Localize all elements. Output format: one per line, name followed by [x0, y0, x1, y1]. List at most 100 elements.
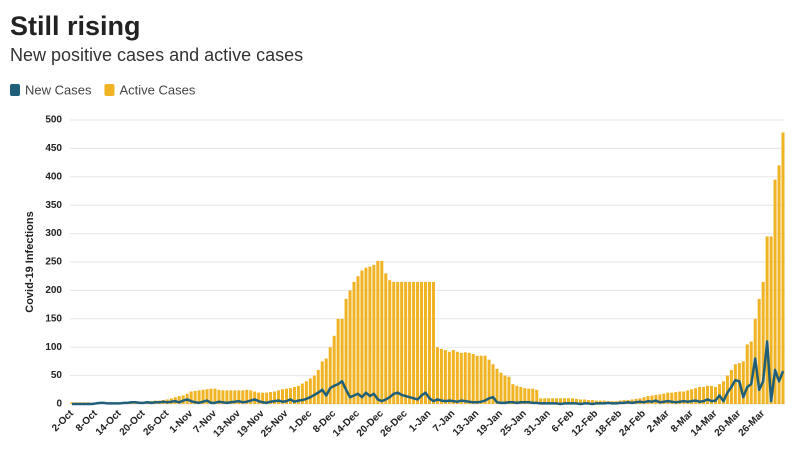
bar [284, 388, 288, 404]
bar [420, 281, 424, 404]
bar [706, 385, 710, 404]
bar [316, 369, 320, 404]
bar [416, 281, 420, 404]
bar [781, 132, 785, 404]
bar [201, 389, 205, 404]
bar [733, 364, 737, 404]
x-tick-label: 31-Jan [522, 408, 552, 438]
bar [694, 388, 698, 404]
bar [439, 348, 443, 404]
bar [527, 388, 531, 404]
bar [340, 318, 344, 404]
bar [567, 398, 571, 404]
x-tick-label: 26-Mar [737, 408, 768, 439]
bar [777, 165, 781, 404]
bar [205, 389, 209, 404]
bar [265, 392, 269, 404]
y-tick-label: 500 [45, 115, 62, 126]
bar [352, 281, 356, 404]
bar [193, 390, 197, 404]
bar [197, 390, 201, 404]
bar [177, 396, 181, 404]
chart-subtitle: New positive cases and active cases [10, 45, 303, 65]
bar [467, 352, 471, 404]
bar [257, 392, 261, 404]
bar [499, 372, 503, 404]
bar [384, 273, 388, 404]
x-tick-label: 2-Oct [50, 408, 76, 434]
bar [281, 389, 285, 404]
chart-title: Still rising [10, 11, 141, 41]
bar [388, 280, 392, 404]
bar [511, 384, 515, 404]
bar [713, 386, 717, 404]
bar [431, 281, 435, 404]
bar [741, 361, 745, 404]
bar [710, 385, 714, 404]
bar [773, 179, 777, 404]
bar [586, 400, 590, 404]
bar [702, 386, 706, 404]
x-tick-label: 1-Nov [168, 408, 196, 436]
bar [380, 260, 384, 404]
bar [245, 389, 249, 404]
y-tick-label: 350 [45, 200, 62, 211]
bar [213, 388, 217, 404]
bar [364, 267, 368, 404]
bar [475, 355, 479, 404]
bar [241, 390, 245, 404]
bar [296, 385, 300, 404]
legend-label: Active Cases [119, 82, 195, 97]
legend-label: New Cases [25, 82, 92, 97]
bar [209, 388, 213, 404]
y-tick-label: 400 [45, 171, 62, 182]
x-tick-label: 26-Dec [379, 408, 410, 439]
bar [761, 281, 765, 404]
bar [491, 364, 495, 404]
bar [559, 398, 563, 404]
bar [662, 393, 666, 404]
bar [678, 391, 682, 404]
x-tick-label: 13-Jan [451, 408, 481, 438]
bar [233, 390, 237, 404]
bar [372, 264, 376, 404]
bar [495, 368, 499, 404]
x-tick-label: 25-Nov [259, 408, 291, 440]
bar [455, 351, 459, 404]
bar [344, 298, 348, 404]
bar [757, 298, 761, 404]
bar [459, 352, 463, 404]
bar [463, 352, 467, 404]
y-tick-label: 150 [45, 313, 62, 324]
bar [308, 378, 312, 404]
legend-swatch [104, 84, 115, 96]
bar [523, 388, 527, 404]
y-axis-label: Covid-19 Infections [24, 211, 36, 312]
bar [368, 266, 372, 404]
bar [424, 281, 428, 404]
bar [328, 347, 332, 404]
bar [563, 398, 567, 404]
bar [686, 390, 690, 404]
bar [229, 390, 233, 404]
bar [269, 392, 273, 404]
y-tick-label: 250 [45, 257, 62, 268]
bar [292, 386, 296, 404]
bar [721, 381, 725, 404]
bar [531, 388, 535, 404]
bar [690, 389, 694, 404]
y-tick-label: 50 [51, 370, 63, 381]
bar [443, 350, 447, 404]
bar [578, 399, 582, 404]
bar [400, 281, 404, 404]
bar [725, 375, 729, 404]
bar [392, 281, 396, 404]
bar [570, 398, 574, 404]
y-tick-label: 100 [45, 342, 62, 353]
legend-swatch [10, 84, 20, 96]
bar [698, 386, 702, 404]
bar [551, 398, 555, 404]
bar [249, 390, 253, 404]
bar [658, 394, 662, 404]
